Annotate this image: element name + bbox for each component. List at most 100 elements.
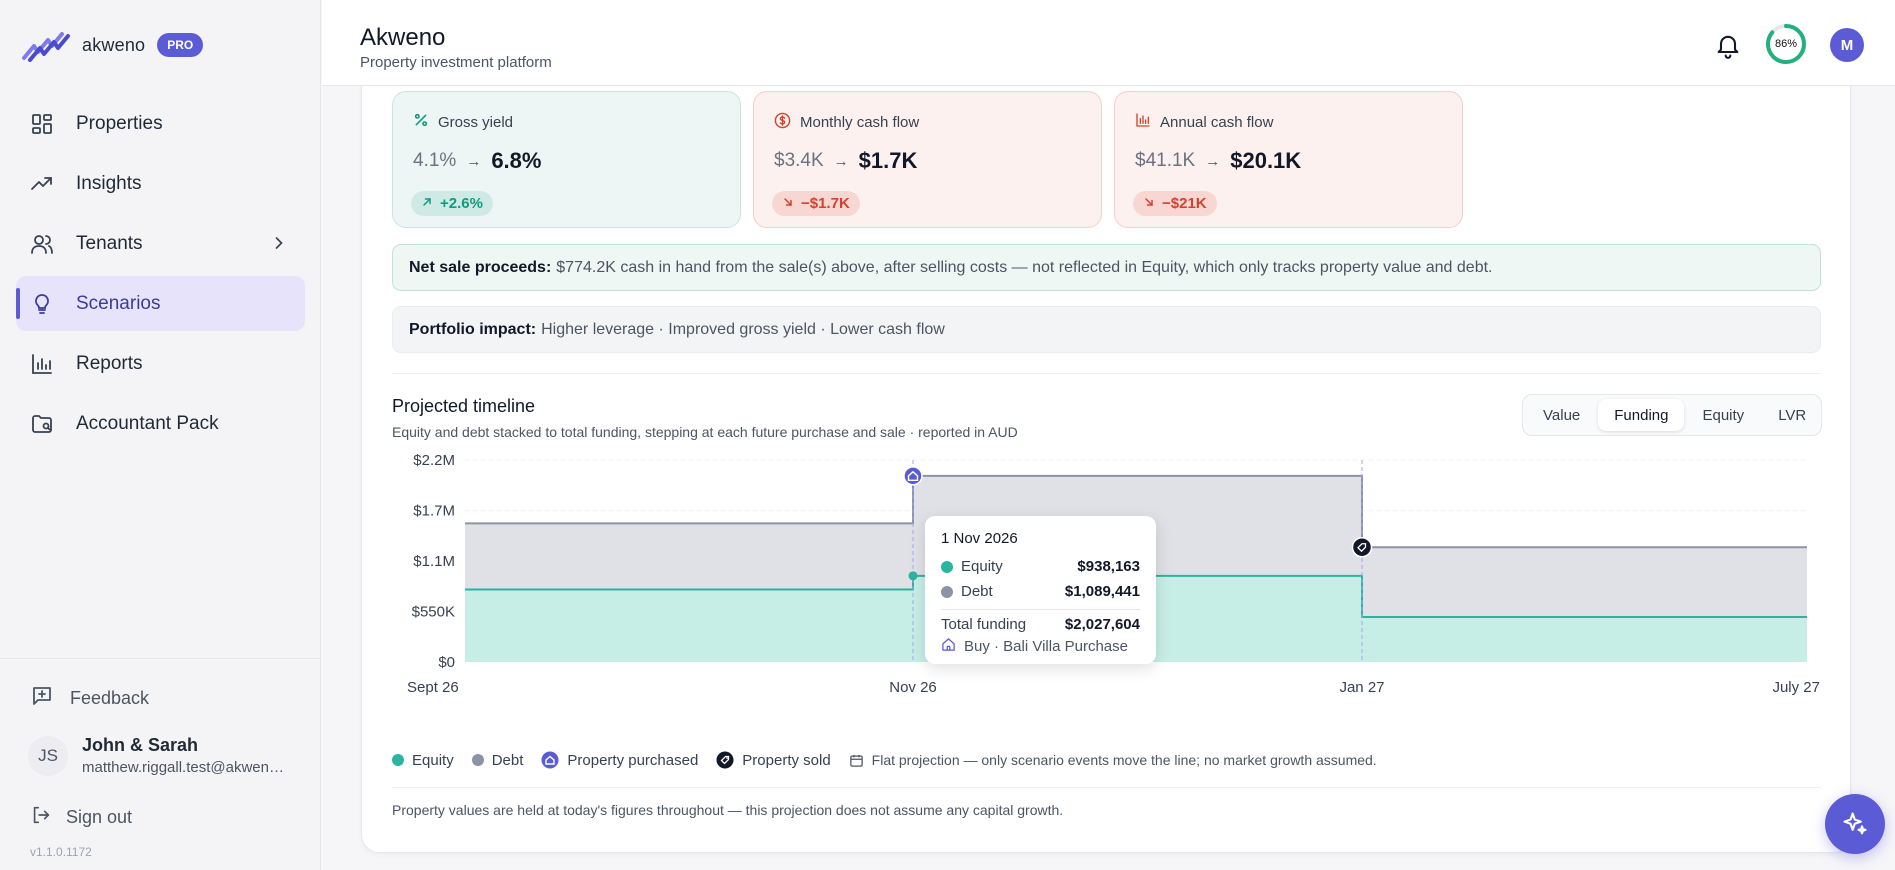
metric-label: Gross yield xyxy=(438,113,514,131)
arrow-down-right-icon xyxy=(1143,195,1155,212)
arrow-up-right-icon xyxy=(421,195,433,212)
sidebar-nav: Properties Insights Tenants Scenarios xyxy=(16,96,305,456)
tooltip-debt-label: Debt xyxy=(961,583,993,600)
bell-icon[interactable] xyxy=(1714,31,1742,59)
scenario-card: Gross yield 4.1% → 6.8% +2.6% Monthly ca… xyxy=(361,86,1851,853)
sidebar-item-accountant-pack[interactable]: Accountant Pack xyxy=(16,396,305,451)
sign-out-icon xyxy=(30,804,52,831)
legend-note-text: Flat projection — only scenario events m… xyxy=(871,752,1377,768)
debt-dot-icon xyxy=(471,754,484,766)
metric-delta-value: −$21K xyxy=(1162,195,1207,212)
calendar-icon xyxy=(849,754,863,767)
timeline-subtitle: Equity and debt stacked to total funding… xyxy=(392,424,1018,440)
sold-marker xyxy=(1351,536,1373,558)
user-name: John & Sarah xyxy=(82,735,199,755)
sidebar-item-reports[interactable]: Reports xyxy=(16,336,305,391)
sidebar-item-label: Tenants xyxy=(76,232,143,254)
debt-line xyxy=(465,474,1807,549)
metric-delta-badge: −$21K xyxy=(1133,191,1217,216)
timeline-view-toggle: Value Funding Equity LVR xyxy=(1522,394,1822,436)
sidebar-item-label: Insights xyxy=(76,172,142,194)
timeline-title: Projected timeline xyxy=(392,396,536,416)
tooltip-total-row: Total funding $2,027,604 xyxy=(941,609,1140,634)
x-tick-label: July 27 xyxy=(1772,679,1820,696)
users-icon xyxy=(30,232,54,256)
chart-tooltip: 1 Nov 2026 Equity $938,163 Debt $1,089,4… xyxy=(925,516,1156,664)
lightbulb-icon xyxy=(30,292,54,316)
sparkle-icon xyxy=(1843,812,1867,835)
y-tick-label: $1.1M xyxy=(413,553,455,570)
top-header: Akweno Property investment platform 86% … xyxy=(322,0,1895,86)
net-sale-label: Net sale proceeds: xyxy=(409,258,552,276)
equity-dot-icon xyxy=(941,560,953,573)
app-version: v1.1.0.1172 xyxy=(30,845,92,859)
metric-annual-cash-flow: Annual cash flow $41.1K → $20.1K −$21K xyxy=(1114,91,1463,228)
user-profile[interactable]: JS John & Sarah matthew.riggall.test@akw… xyxy=(28,735,292,776)
progress-value: 86% xyxy=(1774,38,1798,50)
grid-icon xyxy=(30,112,54,136)
tooltip-debt-row: Debt $1,089,441 xyxy=(941,579,1140,604)
tab-value[interactable]: Value xyxy=(1543,406,1581,424)
metric-new-value: $1.7K xyxy=(858,148,918,173)
tab-funding[interactable]: Funding xyxy=(1598,399,1685,431)
y-tick-label: $2.2M xyxy=(413,452,455,469)
page-title: Akweno xyxy=(360,24,446,51)
y-tick-label: $1.7M xyxy=(413,503,455,520)
legend-note: Flat projection — only scenario events m… xyxy=(849,752,1377,768)
page-subtitle: Property investment platform xyxy=(360,54,552,71)
sidebar-item-insights[interactable]: Insights xyxy=(16,156,305,211)
divider xyxy=(392,373,1821,374)
sidebar-item-label: Scenarios xyxy=(76,292,161,314)
brand[interactable]: akweno PRO xyxy=(22,28,204,62)
metric-delta-badge: −$1.7K xyxy=(772,191,860,216)
sidebar-item-scenarios[interactable]: Scenarios xyxy=(16,276,305,331)
bar-chart-icon xyxy=(1135,112,1151,132)
tooltip-event-text: Buy · Bali Villa Purchase xyxy=(964,638,1128,655)
net-sale-text: $774.2K cash in hand from the sale(s) ab… xyxy=(556,258,1493,276)
tooltip-total-value: $2,027,604 xyxy=(1064,616,1140,633)
house-icon xyxy=(941,637,956,656)
tooltip-equity-row: Equity $938,163 xyxy=(941,554,1140,579)
hover-point xyxy=(908,571,918,581)
metric-delta-badge: +2.6% xyxy=(411,191,493,216)
debt-dot-icon xyxy=(941,585,953,598)
trend-icon xyxy=(30,172,54,196)
account-avatar[interactable]: M xyxy=(1830,28,1864,62)
metric-old-value: 4.1% xyxy=(413,150,457,171)
legend-property-purchased: Property purchased xyxy=(541,751,698,769)
akweno-logo-icon xyxy=(22,32,70,62)
metric-label: Annual cash flow xyxy=(1160,113,1274,131)
metric-old-value: $41.1K xyxy=(1135,150,1196,171)
chart-legend: Equity Debt Property purchased Property … xyxy=(392,751,1377,769)
sidebar-item-tenants[interactable]: Tenants xyxy=(16,216,305,271)
x-tick-label: Sept 26 xyxy=(407,679,459,696)
legend-label: Property purchased xyxy=(567,751,699,769)
legend-label: Property sold xyxy=(742,751,831,769)
legend-debt: Debt xyxy=(471,751,524,769)
feedback-button[interactable]: Feedback xyxy=(30,684,149,713)
tooltip-date: 1 Nov 2026 xyxy=(941,530,1018,547)
metric-new-value: $20.1K xyxy=(1230,148,1302,173)
x-tick-label: Jan 27 xyxy=(1339,679,1384,696)
tab-equity[interactable]: Equity xyxy=(1702,406,1745,424)
sold-marker-icon xyxy=(716,751,734,769)
impact-text: Higher leverage · Improved gross yield ·… xyxy=(541,320,945,338)
feedback-label: Feedback xyxy=(70,688,150,708)
sidebar-item-properties[interactable]: Properties xyxy=(16,96,305,151)
tab-lvr[interactable]: LVR xyxy=(1778,406,1807,424)
purchase-marker-house xyxy=(907,470,919,482)
metric-gross-yield: Gross yield 4.1% → 6.8% +2.6% xyxy=(392,91,741,228)
sidebar-item-label: Properties xyxy=(76,112,163,134)
legend-label: Debt xyxy=(491,751,524,769)
sidebar-item-label: Accountant Pack xyxy=(76,412,219,434)
ai-assistant-button[interactable] xyxy=(1825,794,1885,854)
arrow-right-icon: → xyxy=(1205,152,1221,170)
legend-property-sold: Property sold xyxy=(716,751,831,769)
legend-label: Equity xyxy=(412,751,454,769)
sidebar-item-label: Reports xyxy=(76,352,143,374)
bar-chart-icon xyxy=(30,352,54,376)
impact-label: Portfolio impact: xyxy=(409,320,537,338)
completion-progress[interactable]: 86% xyxy=(1765,23,1807,65)
percent-icon xyxy=(413,112,429,132)
sign-out-button[interactable]: Sign out xyxy=(30,804,132,831)
